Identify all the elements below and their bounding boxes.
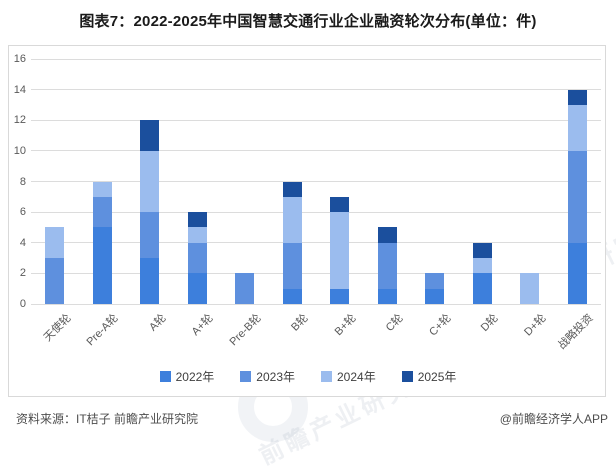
- legend-label: 2024年: [337, 370, 376, 384]
- chart-area: 0 2 4 6 8 10 12 14 16 天使轮 Pre-A轮 A轮 A+轮 Pre-B轮 B轮 B+轮 C…: [8, 45, 606, 397]
- legend-item: 2023年: [240, 368, 295, 385]
- legend-item: 2022年: [159, 368, 215, 385]
- bar-segment-2022年: [187, 273, 207, 304]
- bar-segment-2023年: [140, 212, 160, 259]
- chart-title: 图表7：2022-2025年中国智慧交通行业企业融资轮次分布(单位：件): [79, 13, 537, 30]
- gridline: [31, 58, 601, 60]
- gridline: [31, 303, 601, 305]
- y-tick-label: 14: [13, 83, 26, 96]
- x-axis-label: A轮: [146, 312, 169, 334]
- bar-segment-2023年: [235, 273, 255, 304]
- bar-segment-2025年: [282, 181, 302, 197]
- bar-segment-2023年: [282, 242, 302, 289]
- x-axis-label: C+轮: [426, 312, 454, 339]
- y-tick-label: 16: [13, 53, 26, 65]
- legend-item: 2025年: [401, 368, 457, 385]
- bar-segment-2022年: [330, 288, 350, 304]
- gridline: [31, 150, 601, 152]
- plot-area: [31, 58, 601, 305]
- y-tick-label: 2: [19, 267, 26, 280]
- legend: 2022年 2023年 2024年 2025年: [9, 368, 607, 385]
- x-axis-label: Pre-B轮: [227, 312, 264, 349]
- x-axis-label: B+轮: [332, 312, 359, 339]
- gridline: [31, 181, 601, 182]
- bar-segment-2022年: [282, 288, 302, 304]
- source-note: 资料来源：IT桔子 前瞻产业研究院: [16, 412, 198, 426]
- bar-segment-2022年: [377, 288, 397, 304]
- bar-segment-2023年: [567, 150, 587, 243]
- bar-segment-2024年: [45, 227, 65, 259]
- bar-segment-2022年: [425, 288, 445, 304]
- x-axis-label: B轮: [289, 312, 311, 334]
- bar-segment-2025年: [330, 196, 350, 213]
- y-tick-label: 12: [13, 114, 26, 127]
- bar-segment-2023年: [187, 242, 207, 274]
- bar-segment-2025年: [140, 120, 160, 151]
- bar-segment-2023年: [377, 242, 397, 289]
- bar-segment-2025年: [567, 89, 587, 105]
- y-tick-label: 4: [19, 236, 26, 249]
- legend-item: 2024年: [321, 368, 376, 385]
- bar-segment-2024年: [140, 150, 160, 213]
- legend-swatch: [321, 371, 332, 382]
- legend-swatch: [401, 371, 413, 382]
- legend-label: 2025年: [417, 370, 457, 384]
- credit-note: @前瞻经济学人APP: [499, 412, 608, 426]
- y-tick-label: 0: [19, 298, 26, 310]
- x-axis-label: 战略投资: [556, 312, 596, 352]
- bar-segment-2024年: [520, 273, 540, 304]
- bar-segment-2022年: [140, 258, 160, 304]
- bar-segment-2023年: [45, 258, 65, 304]
- bar-segment-2024年: [567, 104, 587, 151]
- bar-segment-2022年: [92, 227, 112, 304]
- bar-segment-2024年: [187, 227, 207, 243]
- x-axis-label: A+轮: [189, 312, 216, 339]
- gridline: [31, 119, 601, 121]
- bar-segment-2024年: [330, 212, 350, 289]
- x-axis-label: D轮: [478, 312, 501, 335]
- legend-swatch: [240, 371, 252, 382]
- y-tick-label: 8: [19, 175, 26, 188]
- bar-segment-2024年: [282, 196, 302, 243]
- footer: 资料来源：IT桔子 前瞻产业研究院 @前瞻经济学人APP: [0, 406, 616, 430]
- bar-segment-2023年: [425, 273, 445, 289]
- x-axis-label: Pre-A轮: [84, 312, 121, 349]
- legend-swatch: [159, 371, 171, 382]
- bar-segment-2022年: [567, 242, 587, 304]
- gridline: [31, 89, 601, 91]
- bar-segment-2025年: [377, 227, 397, 243]
- gridline: [31, 211, 601, 213]
- x-axis-label: C轮: [383, 312, 406, 335]
- bar-segment-2023年: [92, 196, 112, 228]
- bar-segment-2022年: [472, 273, 492, 304]
- bar-segment-2024年: [472, 258, 492, 274]
- gridline: [31, 272, 601, 274]
- bar-segment-2025年: [472, 242, 492, 259]
- y-tick-label: 6: [19, 206, 26, 219]
- bar-segment-2024年: [92, 181, 112, 197]
- gridline: [31, 242, 601, 244]
- legend-label: 2022年: [175, 370, 215, 384]
- y-tick-label: 10: [13, 144, 26, 157]
- bar-segment-2025年: [187, 212, 207, 228]
- x-axis-label: D+轮: [521, 312, 549, 339]
- legend-label: 2023年: [256, 370, 295, 384]
